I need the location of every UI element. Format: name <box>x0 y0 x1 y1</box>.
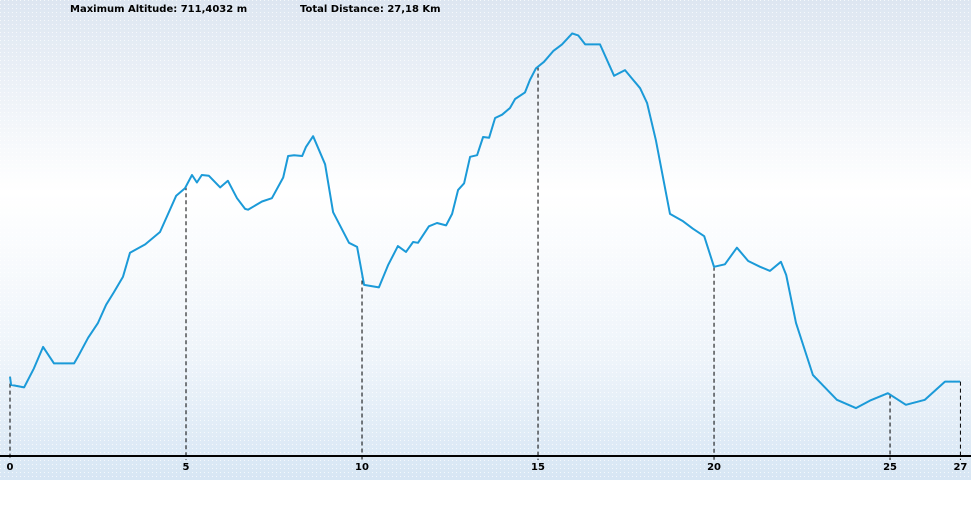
x-tick-label: 0 <box>7 462 14 473</box>
x-tick-label: 15 <box>531 462 545 473</box>
elevation-line <box>9 32 961 410</box>
x-tick-label: 27 <box>953 462 967 473</box>
max-altitude: Maximum Altitude: 711,4032 m <box>70 4 247 15</box>
x-tick-label: 10 <box>355 462 369 473</box>
x-tick-label: 20 <box>707 462 721 473</box>
plot-texture <box>0 0 971 480</box>
x-tick-label: 25 <box>883 462 897 473</box>
x-tick-label: 5 <box>183 462 190 473</box>
total-distance: Total Distance: 27,18 Km <box>300 4 441 15</box>
